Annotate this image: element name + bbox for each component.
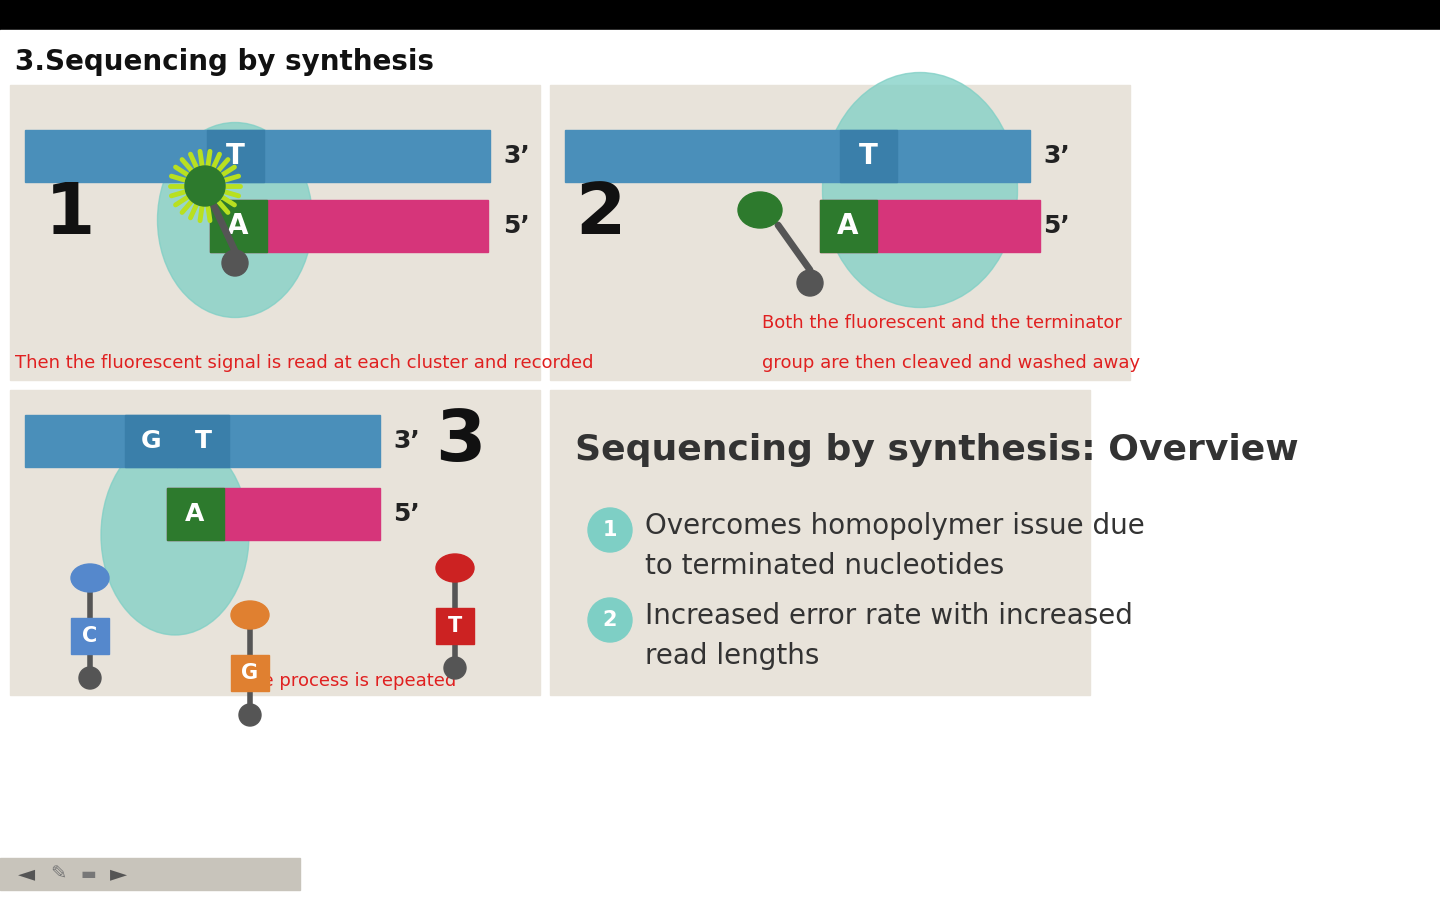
Text: Sequencing by synthesis: Overview: Sequencing by synthesis: Overview <box>575 433 1299 467</box>
Text: T: T <box>448 616 462 636</box>
Text: ✎: ✎ <box>50 865 66 884</box>
Bar <box>210 200 266 252</box>
Bar <box>167 488 380 540</box>
Circle shape <box>239 704 261 726</box>
Text: G: G <box>141 429 161 453</box>
Bar <box>819 200 1040 252</box>
Circle shape <box>79 667 101 689</box>
Circle shape <box>444 657 467 679</box>
Circle shape <box>588 508 632 552</box>
Bar <box>24 415 380 467</box>
Text: 5’: 5’ <box>393 502 419 526</box>
Text: A: A <box>228 212 249 240</box>
Text: 2: 2 <box>603 610 618 630</box>
Ellipse shape <box>436 554 474 582</box>
Bar <box>0 0 1440 30</box>
Text: G: G <box>242 663 259 683</box>
Bar <box>840 130 897 182</box>
Circle shape <box>796 270 824 296</box>
Text: A: A <box>186 502 204 526</box>
Text: Then the fluorescent signal is read at each cluster and recorded: Then the fluorescent signal is read at e… <box>14 354 593 372</box>
Ellipse shape <box>71 564 109 592</box>
Text: 5’: 5’ <box>503 214 530 238</box>
Text: 5’: 5’ <box>1043 214 1070 238</box>
Text: 1: 1 <box>603 520 618 540</box>
Bar <box>230 655 269 691</box>
Circle shape <box>588 598 632 642</box>
Text: 3.Sequencing by synthesis: 3.Sequencing by synthesis <box>14 48 433 76</box>
Bar <box>177 415 229 467</box>
Text: ◄: ◄ <box>17 864 35 884</box>
Bar <box>436 608 474 644</box>
Ellipse shape <box>739 192 782 228</box>
Text: Both the fluorescent and the terminator: Both the fluorescent and the terminator <box>762 314 1122 332</box>
Text: The process is repeated: The process is repeated <box>240 672 456 690</box>
Text: 3’: 3’ <box>503 144 530 168</box>
Text: T: T <box>226 142 245 170</box>
Bar <box>550 85 1130 380</box>
Bar <box>564 130 1030 182</box>
Text: Increased error rate with increased
read lengths: Increased error rate with increased read… <box>645 602 1133 670</box>
Text: 3’: 3’ <box>393 429 419 453</box>
Text: 3: 3 <box>435 407 485 475</box>
Bar <box>0 858 300 890</box>
Bar <box>71 618 109 654</box>
Bar <box>10 390 540 695</box>
Text: ▬: ▬ <box>81 865 95 883</box>
Text: 2: 2 <box>575 181 625 249</box>
Bar <box>550 390 1090 695</box>
Bar <box>207 130 264 182</box>
Ellipse shape <box>157 122 312 318</box>
Circle shape <box>222 250 248 276</box>
Text: T: T <box>194 429 212 453</box>
Ellipse shape <box>822 73 1018 308</box>
Bar <box>819 200 877 252</box>
Text: 3’: 3’ <box>1043 144 1070 168</box>
Bar <box>167 488 225 540</box>
Text: A: A <box>837 212 858 240</box>
Ellipse shape <box>230 601 269 629</box>
Text: 1: 1 <box>45 181 95 249</box>
Ellipse shape <box>101 435 249 635</box>
Text: C: C <box>82 626 98 646</box>
Bar <box>24 130 490 182</box>
Bar <box>125 415 177 467</box>
Bar <box>210 200 488 252</box>
Text: ►: ► <box>109 864 127 884</box>
Circle shape <box>184 166 225 206</box>
Text: group are then cleaved and washed away: group are then cleaved and washed away <box>762 354 1140 372</box>
Bar <box>10 85 540 380</box>
Text: T: T <box>858 142 877 170</box>
Text: Overcomes homopolymer issue due
to terminated nucleotides: Overcomes homopolymer issue due to termi… <box>645 512 1145 580</box>
